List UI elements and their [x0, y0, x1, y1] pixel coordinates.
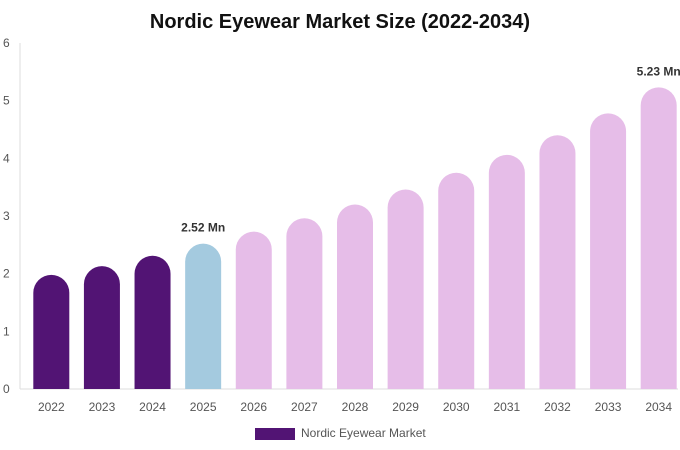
bars-group: [33, 87, 677, 390]
y-tick-label: 2: [3, 267, 10, 281]
x-tick-label: 2028: [342, 400, 369, 414]
bar-2026: [235, 231, 272, 389]
x-tick-label: 2033: [595, 400, 622, 414]
bar-2027: [286, 218, 323, 389]
y-tick-label: 4: [3, 151, 10, 165]
bar-2022: [33, 274, 70, 389]
bar-2028: [337, 204, 373, 389]
x-tick-label: 2023: [89, 400, 116, 414]
y-axis: 0 1 2 3 4 5 6: [3, 36, 21, 396]
x-axis: 2022 2023 2024 2025 2026 2027 2028 2029 2030 2031…: [20, 388, 678, 414]
y-tick-label: 3: [3, 209, 10, 223]
legend-swatch: [255, 428, 295, 440]
y-tick-label: 6: [3, 36, 10, 50]
x-tick-label: 2031: [493, 400, 520, 414]
data-labels-group: 2.52 Mn 5.23 Mn: [181, 64, 680, 234]
legend-label: Nordic Eyewear Market: [301, 426, 426, 440]
bar-2030: [438, 172, 475, 389]
x-tick-label: 2029: [392, 400, 419, 414]
y-tick-label: 0: [3, 382, 10, 396]
x-tick-label: 2022: [38, 400, 65, 414]
x-tick-label: 2027: [291, 400, 318, 414]
x-tick-label: 2032: [544, 400, 571, 414]
x-tick-label: 2026: [240, 400, 267, 414]
x-tick-label: 2025: [190, 400, 217, 414]
chart-title: Nordic Eyewear Market Size (2022-2034): [150, 11, 530, 33]
bar-2033: [590, 113, 627, 390]
y-tick-label: 5: [3, 94, 10, 108]
x-tick-label: 2030: [443, 400, 470, 414]
y-tick-label: 1: [3, 324, 10, 338]
legend: Nordic Eyewear Market: [255, 426, 426, 440]
bar-2024: [134, 255, 171, 389]
bar-2034: [640, 87, 677, 390]
bar-2023: [83, 266, 120, 389]
x-tick-label: 2034: [645, 400, 672, 414]
bar-2032: [539, 135, 576, 389]
bar-2031: [488, 154, 525, 389]
bar-2029: [387, 189, 424, 389]
data-label-2034: 5.23 Mn: [637, 64, 680, 78]
bar-2025: [185, 243, 222, 389]
x-tick-label: 2024: [139, 400, 166, 414]
data-label-2025: 2.52 Mn: [181, 221, 225, 235]
